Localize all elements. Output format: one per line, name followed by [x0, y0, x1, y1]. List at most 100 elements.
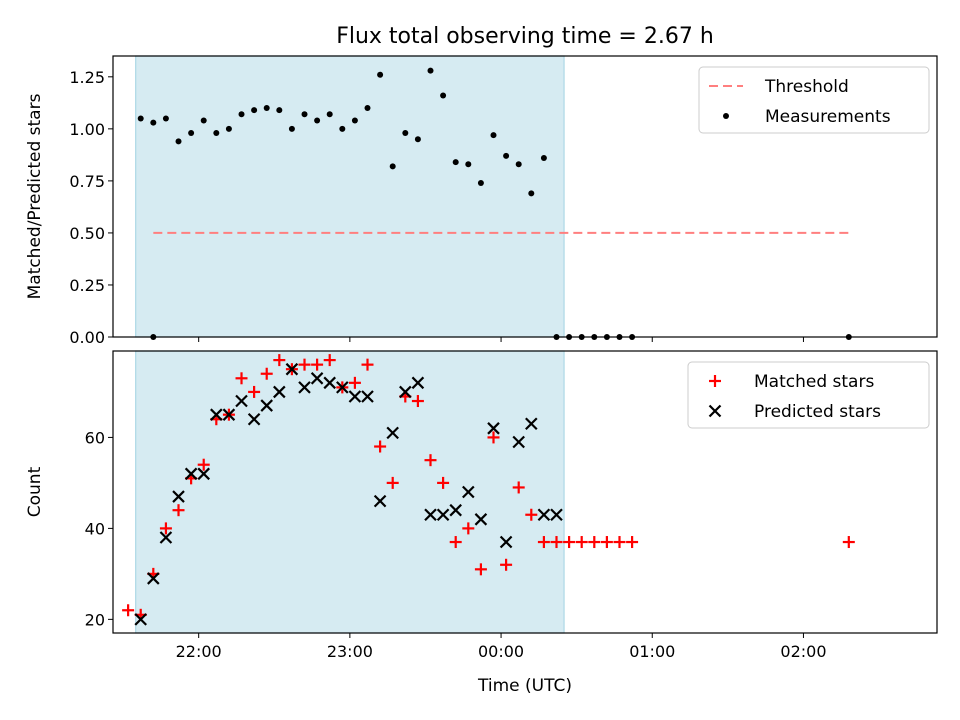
predicted-star-point: [310, 372, 324, 385]
measurement-point: [188, 130, 195, 137]
matched-star-point: [500, 558, 513, 571]
measurement-point: [490, 132, 497, 139]
y-tick-label: 20: [85, 610, 105, 629]
predicted-star-point: [348, 390, 362, 403]
predicted-star-point: [235, 394, 248, 408]
legend-frame: [698, 66, 930, 134]
legend: Matched stars Predicted stars: [687, 361, 930, 429]
matched-star-point: [361, 358, 374, 371]
predicted-star-point: [550, 508, 563, 522]
predicted-star-point: [373, 494, 387, 508]
measurement-point: [515, 161, 522, 168]
counts-panel: 20 40 60 22:00 23:00 00:00 01:00 02:00 Count T…: [25, 350, 938, 696]
matched-star-point: [512, 481, 525, 494]
observing-span: [135, 55, 565, 338]
measurement-point: [389, 163, 396, 170]
measurement-point: [213, 130, 220, 137]
predicted-star-point: [273, 385, 286, 399]
legend-frame: [687, 361, 930, 429]
predicted-star-point: [336, 381, 349, 394]
matched-star-point: [248, 385, 261, 398]
predicted-star-point: [487, 422, 500, 435]
measurement-legend-swatch: [723, 113, 729, 119]
predicted-star-point: [386, 426, 399, 440]
matched-star-point: [386, 476, 399, 489]
x-tick-label: 22:00: [176, 642, 222, 661]
measurement-point: [427, 67, 434, 74]
predicted-star-point: [159, 531, 173, 544]
predicted-star-point: [147, 572, 160, 585]
y-tick-label: 40: [85, 519, 105, 538]
measurement-point: [288, 125, 295, 132]
y-axis-label: Matched/Predicted stars: [25, 93, 45, 299]
predicted-star-point: [411, 376, 425, 390]
predicted-star-point: [399, 385, 412, 399]
predicted-star-point: [298, 381, 311, 394]
predicted-star-point: [260, 399, 273, 412]
y-tick-label: 0.25: [69, 276, 105, 295]
x-tick-label: 23:00: [327, 642, 373, 661]
measurement-point: [364, 105, 371, 112]
matched-star-point: [449, 536, 462, 549]
measurement-point: [351, 117, 358, 124]
predicted-star-point: [474, 513, 488, 526]
x-axis-ticks: [198, 337, 804, 342]
predicted-star-point: [222, 408, 236, 421]
axes-frame: [112, 55, 938, 338]
observing-span: [135, 350, 565, 634]
measurement-point: [301, 111, 308, 118]
measurement-point: [175, 138, 182, 145]
measurement-point: [377, 71, 384, 78]
measurement-point: [162, 115, 169, 122]
y-tick-label: 1.25: [69, 68, 105, 87]
legend-label: Predicted stars: [754, 402, 881, 422]
measurement-point: [150, 119, 157, 126]
matched-star-point: [600, 536, 613, 549]
matched-star-point: [323, 354, 336, 367]
predicted-star-point: [462, 485, 475, 499]
predicted-star-point: [197, 467, 210, 481]
matched-star-point: [424, 454, 437, 467]
figure-title: Flux total observing time = 2.67 h: [336, 24, 714, 49]
y-axis-label: Count: [25, 466, 45, 517]
matched-star-point: [260, 367, 273, 380]
matched-star-point: [575, 536, 588, 549]
measurement-point: [263, 105, 270, 112]
y-tick-label: 60: [85, 428, 105, 447]
matched-star-point: [235, 372, 248, 385]
measurement-point: [251, 107, 258, 114]
matched-star-point: [298, 358, 311, 371]
measurements-series: [137, 67, 852, 340]
predicted-star-point: [285, 362, 299, 376]
measurement-point: [540, 154, 547, 161]
measurement-point: [452, 159, 459, 166]
measurement-point: [465, 161, 472, 168]
measurement-point: [528, 190, 535, 197]
matched-legend-swatch: [709, 375, 721, 387]
matched-star-point: [348, 376, 361, 389]
x-tick-label: 02:00: [780, 642, 826, 661]
predicted-star-point: [323, 376, 336, 390]
matched-star-point: [172, 504, 185, 517]
measurement-point: [402, 130, 409, 137]
matched-star-point: [563, 536, 576, 549]
measurement-point: [503, 152, 510, 159]
predicted-star-point: [247, 412, 261, 426]
axes-frame: [112, 350, 938, 634]
matched-star-point: [122, 604, 135, 617]
predicted-star-point: [172, 490, 185, 503]
y-tick-label: 1.00: [69, 120, 105, 139]
x-tick-label: 01:00: [629, 642, 675, 661]
y-tick-label: 0.50: [69, 224, 105, 243]
predicted-star-point: [436, 508, 450, 522]
legend: Threshold Measurements: [698, 66, 930, 134]
measurement-point: [137, 115, 144, 122]
measurement-point: [238, 111, 245, 118]
matched-star-point: [411, 395, 424, 408]
measurement-point: [200, 117, 207, 124]
predicted-star-point: [449, 503, 462, 517]
y-axis-ticks: 0.00 0.25 0.50 0.75 1.00 1.25: [69, 68, 113, 347]
measurement-point: [326, 111, 333, 118]
matched-star-point: [462, 522, 475, 535]
